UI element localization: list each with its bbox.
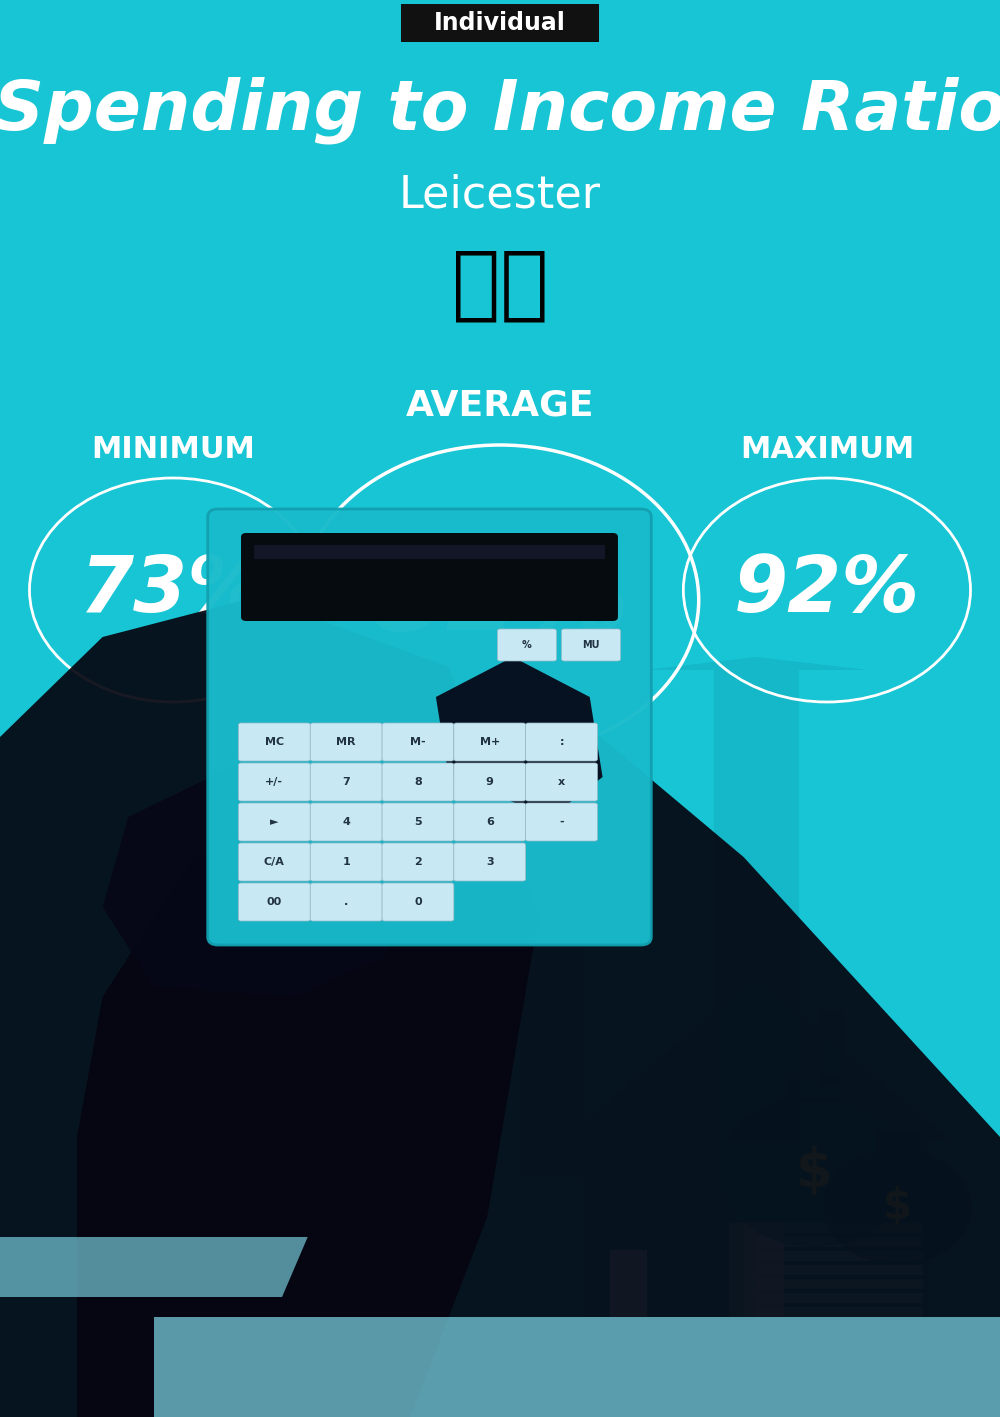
Text: +/-: +/- [265,777,283,786]
Text: M+: M+ [480,737,500,747]
Text: C/A: C/A [264,857,285,867]
Bar [254,546,605,558]
Bar [583,1141,929,1316]
Text: x: x [558,777,565,786]
Polygon shape [77,717,1000,1417]
Bar [756,1265,923,1275]
Bar [513,1192,744,1316]
Text: Spending to Income Ratio: Spending to Income Ratio [0,77,1000,143]
Text: 4: 4 [342,818,350,828]
Text: MU: MU [582,640,600,650]
Text: 73%: 73% [80,553,266,628]
FancyBboxPatch shape [382,762,454,801]
Text: Leicester: Leicester [399,173,601,217]
Text: MAXIMUM: MAXIMUM [740,435,914,465]
Circle shape [718,1097,910,1247]
Text: :: : [559,737,564,747]
Polygon shape [0,1237,308,1297]
Bar [756,1251,923,1261]
Bar [610,1250,647,1316]
FancyBboxPatch shape [497,629,556,660]
Text: 00: 00 [267,897,282,907]
Text: 6: 6 [486,818,494,828]
Bar [756,1280,923,1289]
FancyBboxPatch shape [208,509,651,945]
FancyBboxPatch shape [382,803,454,842]
FancyBboxPatch shape [454,843,526,881]
FancyBboxPatch shape [526,762,597,801]
Polygon shape [644,657,869,1178]
FancyBboxPatch shape [310,723,382,761]
FancyBboxPatch shape [526,803,597,842]
Bar [401,4,599,43]
Text: 9: 9 [486,777,494,786]
Polygon shape [0,597,538,1417]
FancyBboxPatch shape [238,843,310,881]
Polygon shape [499,1077,757,1192]
Text: 5: 5 [414,818,422,828]
Text: 7: 7 [342,777,350,786]
FancyBboxPatch shape [310,843,382,881]
Text: $: $ [883,1186,912,1229]
Bar [729,1221,784,1316]
Circle shape [823,1149,972,1265]
Polygon shape [563,976,950,1141]
Polygon shape [103,767,410,998]
Polygon shape [468,796,635,1178]
Text: $: $ [796,1146,832,1197]
FancyBboxPatch shape [454,803,526,842]
Text: MR: MR [336,737,356,747]
Polygon shape [154,1316,1000,1417]
FancyBboxPatch shape [238,762,310,801]
Text: 2: 2 [414,857,422,867]
Text: .: . [344,897,348,907]
Text: 8: 8 [414,777,422,786]
Text: MINIMUM: MINIMUM [91,435,255,465]
FancyBboxPatch shape [562,629,621,660]
Bar [756,1223,923,1233]
FancyBboxPatch shape [238,723,310,761]
FancyBboxPatch shape [454,762,526,801]
Text: ►: ► [270,818,279,828]
Bar [819,1010,843,1085]
FancyBboxPatch shape [382,843,454,881]
FancyBboxPatch shape [241,533,618,621]
Bar [756,1306,923,1316]
FancyBboxPatch shape [382,723,454,761]
Text: M-: M- [410,737,426,747]
Text: 92%: 92% [734,553,920,628]
FancyBboxPatch shape [310,803,382,842]
FancyBboxPatch shape [310,762,382,801]
Text: Individual: Individual [434,11,566,35]
Text: MC: MC [265,737,284,747]
Text: 82%: 82% [370,547,630,653]
Polygon shape [436,657,603,818]
FancyBboxPatch shape [454,723,526,761]
FancyBboxPatch shape [238,803,310,842]
Text: -: - [559,818,564,828]
FancyBboxPatch shape [382,883,454,921]
Text: 1: 1 [342,857,350,867]
FancyBboxPatch shape [526,723,597,761]
Bar [876,1131,919,1153]
Bar [670,1101,686,1153]
Text: 0: 0 [414,897,422,907]
Text: 🇬🇧: 🇬🇧 [452,247,548,324]
Bar [756,1292,923,1304]
Text: 3: 3 [486,857,494,867]
Text: %: % [522,640,532,650]
FancyBboxPatch shape [310,883,382,921]
Bar [786,1074,842,1102]
Text: AVERAGE: AVERAGE [406,388,594,422]
Bar [756,1237,923,1247]
FancyBboxPatch shape [238,883,310,921]
